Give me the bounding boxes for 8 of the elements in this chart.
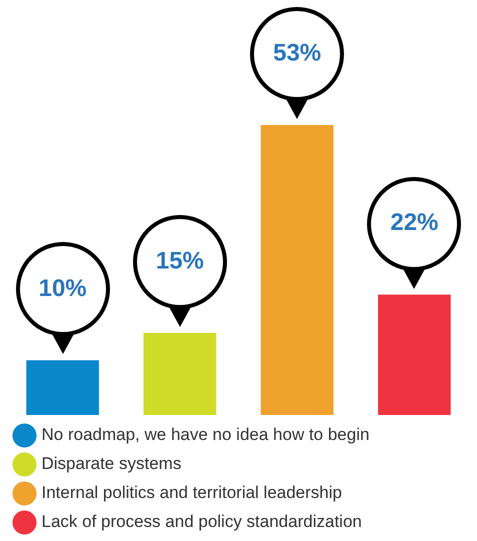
legend-label: Lack of process and policy standardization [42,512,362,532]
data-label: 22% [390,209,438,236]
data-label: 15% [156,248,204,275]
data-label: 53% [273,40,322,67]
legend-label: No roadmap, we have no idea how to begin [42,425,370,444]
legend-label: Disparate systems [42,454,182,474]
data-label: 10% [38,274,87,302]
legend-label: Internal politics and territorial leadership [42,483,342,502]
